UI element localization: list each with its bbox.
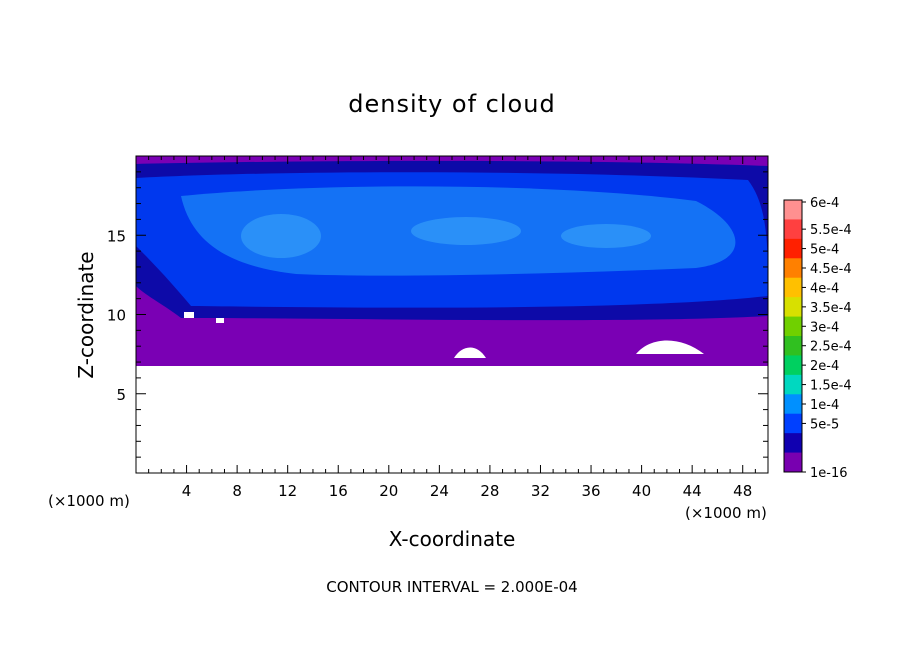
colorbar-label: 3e-4 (810, 320, 839, 335)
y-tick-label: 15 (107, 227, 126, 245)
cloud-patch (411, 217, 521, 245)
x-axis: 4 8 12 16 20 24 28 32 36 40 44 48 (148, 156, 756, 500)
colorbar-swatch (784, 238, 802, 259)
colorbar-label: 6e-4 (810, 196, 839, 211)
x-tick-label: 32 (531, 482, 550, 500)
x-tick-label: 44 (683, 482, 702, 500)
clear-patch (636, 340, 704, 354)
colorbar-swatch (784, 452, 802, 473)
colorbar-swatch (784, 433, 802, 454)
chart-title: density of cloud (348, 90, 555, 118)
contour-interval-text: CONTOUR INTERVAL = 2.000E-04 (326, 578, 577, 596)
colorbar-label: 4e-4 (810, 281, 839, 296)
colorbar-swatch (784, 277, 802, 298)
x-tick-label: 12 (278, 482, 297, 500)
y-tick-label: 5 (116, 386, 126, 404)
y-tick-label: 10 (107, 307, 126, 325)
cloud-patch (241, 214, 321, 258)
colorbar-label: 2e-4 (810, 359, 839, 374)
colorbar-swatch (784, 258, 802, 279)
x-tick-label: 20 (379, 482, 398, 500)
colorbar-swatch (784, 413, 802, 434)
colorbar-label: 5e-5 (810, 417, 839, 432)
colorbar-label: 5e-4 (810, 243, 839, 258)
colorbar-label: 1e-4 (810, 398, 839, 413)
x-tick-label: 48 (733, 482, 752, 500)
x-tick-label: 40 (632, 482, 651, 500)
colorbar-swatch (784, 297, 802, 318)
x-tick-label: 8 (232, 482, 242, 500)
colorbar-swatch (784, 316, 802, 337)
colorbar-swatch (784, 200, 802, 220)
clear-region (136, 368, 768, 473)
low-cloud-layer (136, 316, 768, 366)
colorbar-label: 3.5e-4 (810, 301, 852, 316)
colorbar: 6e-4 5.5e-4 5e-4 4.5e-4 4e-4 3.5e-4 3e-4 2.5e-4… (783, 196, 852, 481)
colorbar-swatch (784, 374, 802, 395)
x-tick-label: 24 (430, 482, 449, 500)
colorbar-label: 1.5e-4 (810, 379, 852, 394)
x-tick-label: 36 (581, 482, 600, 500)
clear-patch (454, 347, 486, 358)
colorbar-label: 2.5e-4 (810, 340, 852, 355)
y-axis: 5 10 15 (107, 171, 768, 458)
colorbar-label: 5.5e-4 (810, 223, 852, 238)
x-tick-label: 16 (329, 482, 348, 500)
clear-patch (184, 312, 194, 318)
colorbar-swatch (784, 394, 802, 415)
y-unit-label: (×1000 m) (48, 492, 130, 510)
x-axis-title: X-coordinate (389, 527, 516, 551)
colorbar-swatch (784, 219, 802, 240)
cloud-patch (561, 224, 651, 248)
x-tick-label: 4 (182, 482, 192, 500)
colorbar-swatch (784, 336, 802, 356)
colorbar-frame (783, 199, 803, 473)
colorbar-swatch (784, 355, 802, 376)
x-unit-label: (×1000 m) (685, 504, 767, 522)
colorbar-label: 1e-16 (810, 466, 848, 481)
clear-patch (216, 318, 224, 323)
colorbar-label: 4.5e-4 (810, 262, 852, 277)
x-tick-label: 28 (480, 482, 499, 500)
y-axis-title: Z-coordinate (74, 251, 98, 378)
density-field (136, 156, 768, 473)
